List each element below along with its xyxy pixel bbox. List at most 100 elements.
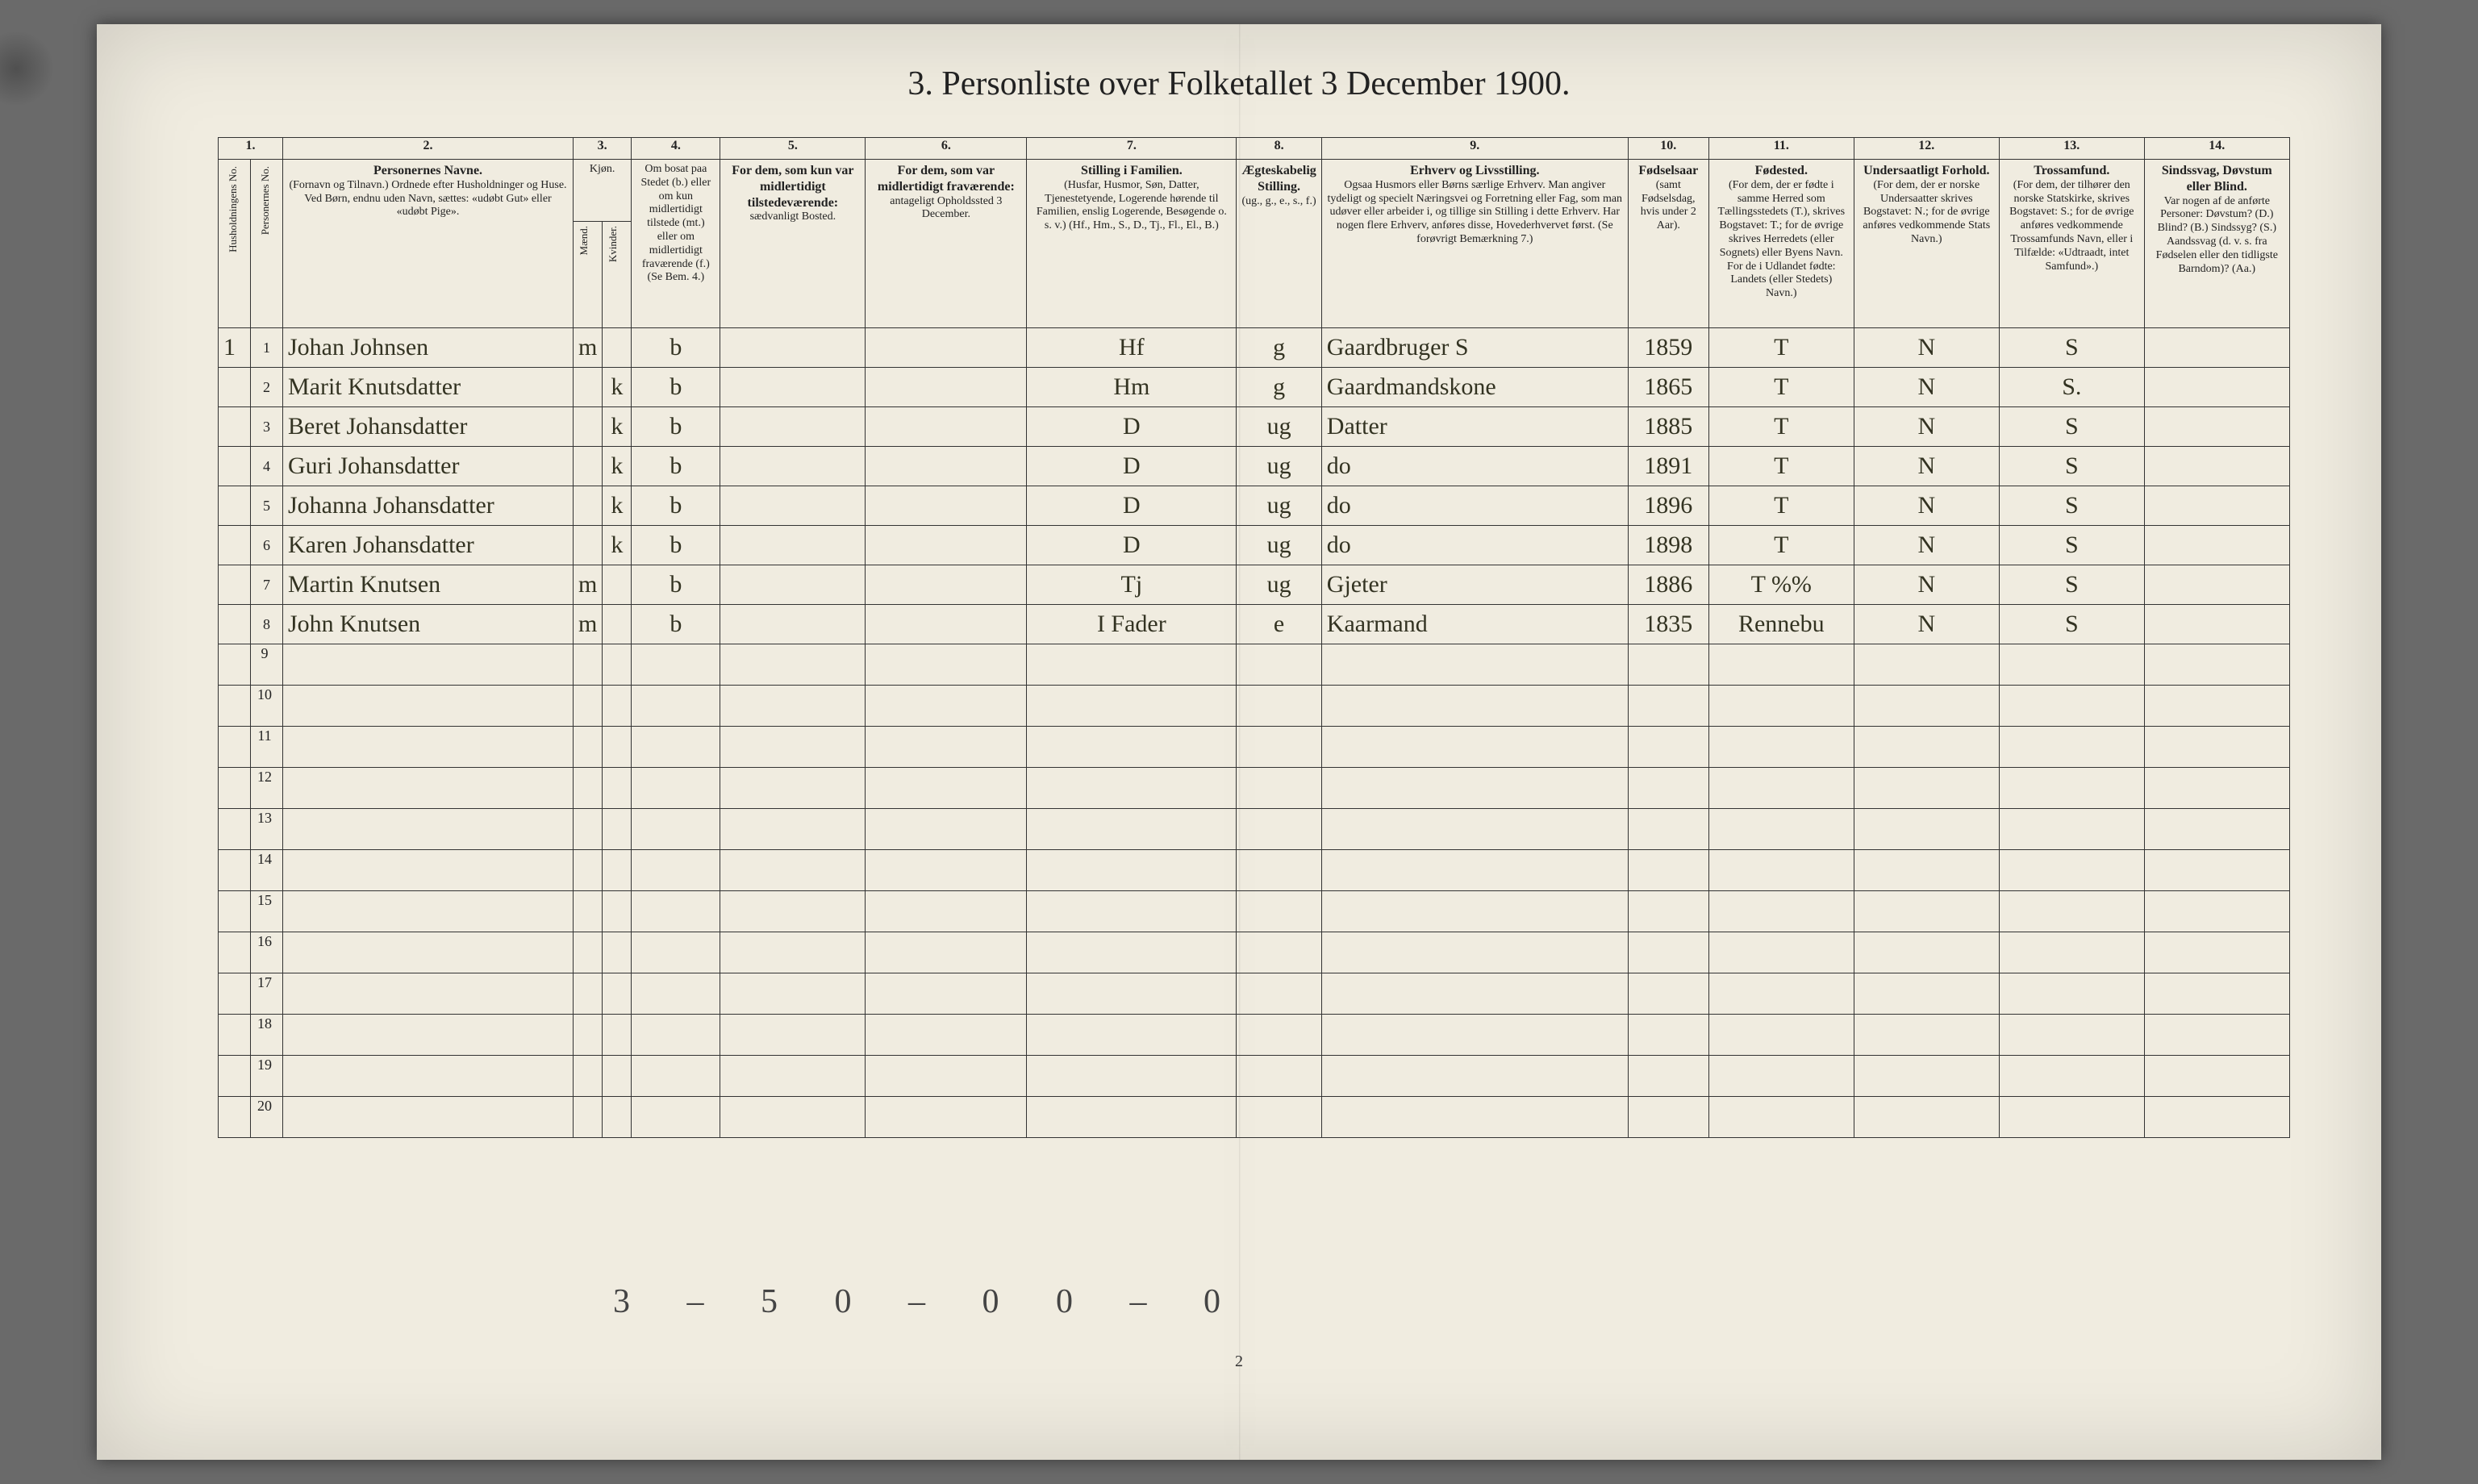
header-names-body: (Fornavn og Tilnavn.) Ordnede efter Hush… xyxy=(289,179,566,219)
cell-nat: N xyxy=(1854,407,1999,447)
cell-hh xyxy=(219,565,251,605)
empty-cell xyxy=(219,891,251,932)
empty-cell xyxy=(2144,686,2289,727)
table-row: 16 xyxy=(219,932,2290,973)
header-absent: For dem, som var midlertidigt fraværende… xyxy=(866,160,1027,328)
header-rel-body: (For dem, der tilhører den norske Statsk… xyxy=(2009,179,2134,273)
empty-cell xyxy=(1999,1015,2144,1056)
empty-cell xyxy=(720,809,866,850)
empty-cell xyxy=(1027,973,1237,1015)
header-row: Husholdningens No. Personernes No. Perso… xyxy=(219,160,2290,222)
empty-cell xyxy=(1999,932,2144,973)
cell-rel: S xyxy=(1999,486,2144,526)
cell-res: b xyxy=(632,486,720,526)
empty-cell: 18 xyxy=(251,1015,283,1056)
cell-hh xyxy=(219,605,251,644)
cell-m xyxy=(574,368,603,407)
empty-cell: 10 xyxy=(251,686,283,727)
header-religion: Trossamfund. (For dem, der tilhører den … xyxy=(1999,160,2144,328)
empty-cell xyxy=(1708,727,1854,768)
cell-hh xyxy=(219,368,251,407)
empty-cell xyxy=(603,686,632,727)
census-book-spread: 3. Personliste over Folketallet 3 Decemb… xyxy=(97,24,2381,1460)
cell-m xyxy=(574,407,603,447)
empty-cell xyxy=(2144,850,2289,891)
cell-pn: 7 xyxy=(251,565,283,605)
cell-year: 1865 xyxy=(1628,368,1708,407)
empty-cell xyxy=(1708,809,1854,850)
empty-cell xyxy=(1999,809,2144,850)
empty-cell xyxy=(866,809,1027,850)
empty-cell xyxy=(2144,1015,2289,1056)
empty-cell xyxy=(1237,768,1321,809)
cell-occ: Kaarmand xyxy=(1321,605,1628,644)
cell-pn: 3 xyxy=(251,407,283,447)
empty-cell xyxy=(283,891,574,932)
empty-cell xyxy=(1237,1056,1321,1097)
cell-res: b xyxy=(632,328,720,368)
empty-cell xyxy=(632,1097,720,1138)
empty-cell xyxy=(1854,809,1999,850)
cell-absent xyxy=(866,447,1027,486)
empty-cell xyxy=(1321,973,1628,1015)
header-fam-title: Stilling i Familien. xyxy=(1081,164,1183,177)
header-fam-body: (Husfar, Husmor, Søn, Datter, Tjenestety… xyxy=(1037,179,1227,231)
cell-m xyxy=(574,486,603,526)
cell-birthplace: T xyxy=(1708,407,1854,447)
cell-temp xyxy=(720,565,866,605)
empty-cell xyxy=(1854,1015,1999,1056)
page-number-bottom: 2 xyxy=(1235,1353,1243,1371)
empty-cell xyxy=(720,1056,866,1097)
cell-k: k xyxy=(603,526,632,565)
empty-cell xyxy=(1321,1015,1628,1056)
cell-dis xyxy=(2144,328,2289,368)
colnum-4: 4. xyxy=(632,138,720,160)
empty-cell xyxy=(603,1056,632,1097)
empty-cell xyxy=(1321,644,1628,686)
cell-k xyxy=(603,605,632,644)
cell-dis xyxy=(2144,486,2289,526)
cell-rel: S xyxy=(1999,526,2144,565)
cell-dis xyxy=(2144,526,2289,565)
empty-cell xyxy=(574,891,603,932)
empty-cell xyxy=(1708,1097,1854,1138)
empty-cell xyxy=(574,973,603,1015)
cell-birthplace: T %% xyxy=(1708,565,1854,605)
empty-cell xyxy=(283,686,574,727)
cell-year: 1896 xyxy=(1628,486,1708,526)
colnum-9: 9. xyxy=(1321,138,1628,160)
empty-cell xyxy=(1237,727,1321,768)
empty-cell xyxy=(1027,727,1237,768)
empty-cell xyxy=(866,932,1027,973)
cell-hh xyxy=(219,486,251,526)
cell-fam: Tj xyxy=(1027,565,1237,605)
cell-dis xyxy=(2144,447,2289,486)
table-row: 13 xyxy=(219,809,2290,850)
empty-cell xyxy=(1237,932,1321,973)
header-absent-title: For dem, som var midlertidigt fraværende… xyxy=(878,164,1015,194)
empty-cell xyxy=(603,850,632,891)
empty-cell xyxy=(1999,850,2144,891)
header-residence-body: Om bosat paa Stedet (b.) eller om kun mi… xyxy=(641,163,711,270)
empty-cell xyxy=(2144,727,2289,768)
header-names: Personernes Navne. (Fornavn og Tilnavn.)… xyxy=(283,160,574,328)
empty-cell xyxy=(219,1015,251,1056)
empty-cell xyxy=(283,850,574,891)
empty-cell xyxy=(632,727,720,768)
empty-cell xyxy=(2144,644,2289,686)
empty-cell xyxy=(1027,932,1237,973)
cell-fam: Hm xyxy=(1027,368,1237,407)
cell-nat: N xyxy=(1854,565,1999,605)
cell-fam: Hf xyxy=(1027,328,1237,368)
empty-cell xyxy=(574,1097,603,1138)
cell-occ: Gaardmandskone xyxy=(1321,368,1628,407)
colnum-8: 8. xyxy=(1237,138,1321,160)
empty-cell xyxy=(720,644,866,686)
cell-name: Guri Johansdatter xyxy=(283,447,574,486)
empty-cell: 17 xyxy=(251,973,283,1015)
cell-absent xyxy=(866,368,1027,407)
table-row: 5Johanna JohansdatterkbDugdo1896TNS xyxy=(219,486,2290,526)
empty-cell xyxy=(1628,768,1708,809)
header-marital: Ægteskabelig Stilling. (ug., g., e., s.,… xyxy=(1237,160,1321,328)
header-temp-title: For dem, som kun var midlertidigt tilste… xyxy=(732,164,853,210)
